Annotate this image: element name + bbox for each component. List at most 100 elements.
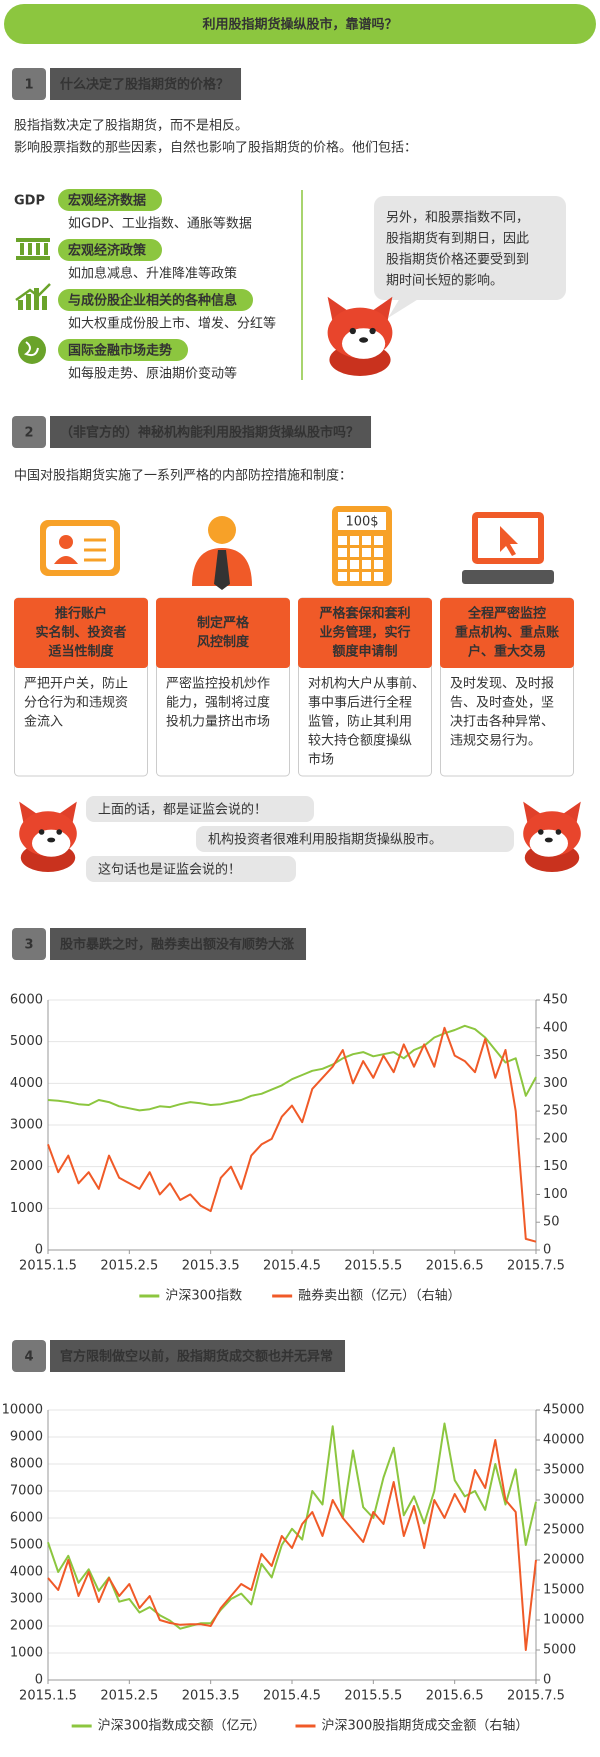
policy-icon (16, 238, 50, 242)
fox-ear (560, 801, 581, 826)
calculator-icon (374, 548, 383, 557)
measure-heading: 推行账户 (55, 606, 107, 622)
legend-label: 沪深300指数 (165, 1288, 242, 1304)
calculator-icon (338, 536, 347, 545)
bubble-text: 股指期货价格还要受到到 (386, 252, 529, 268)
intro-text: 影响股票指数的那些因素，自然也影响了股指期货的价格。他们包括： (14, 140, 417, 156)
header-title: 利用股指期货操纵股市，靠谱吗？ (202, 17, 397, 33)
x-tick-label: 2015.4.5 (263, 1689, 321, 1704)
x-tick-label: 2015.7.5 (507, 1689, 565, 1704)
measure-text: 告、及时查处，坚 (450, 696, 554, 711)
measure-text: 严密监控投机炒作 (166, 676, 270, 692)
info-icon (18, 300, 23, 310)
x-tick-label: 2015.3.5 (182, 1259, 240, 1274)
calculator-icon (362, 560, 371, 569)
factor-desc: 如大权重成份股上市、增发、分红等 (68, 316, 276, 332)
manager-icon (214, 550, 230, 590)
measure-text: 监管，防止其利用 (308, 714, 412, 730)
y2-tick-label: 250 (543, 1104, 568, 1119)
measure-heading: 制定严格 (197, 615, 250, 631)
global-icon (23, 341, 39, 357)
measure-text: 较大持仓额度操纵 (308, 733, 412, 749)
y-tick-label: 0 (35, 1243, 43, 1258)
factor-label-bg (58, 339, 189, 361)
policy-icon (44, 243, 48, 255)
section-title-bar (50, 1340, 346, 1372)
section-title-bar (50, 68, 242, 100)
measure-heading: 风控制度 (197, 634, 250, 650)
measure-heading-box (14, 598, 148, 668)
data-line (47, 1024, 537, 1112)
y-tick-label: 10000 (2, 1403, 43, 1418)
y-tick-label: 4000 (10, 1076, 43, 1091)
fox-ear (327, 296, 351, 324)
y-tick-label: 5000 (10, 1538, 43, 1553)
fox-illustration (523, 801, 581, 872)
section-number-box (12, 416, 46, 448)
fox-nose (47, 837, 56, 843)
dialog-text: 机构投资者很难利用股指期货操纵股市。 (208, 832, 442, 848)
measure-text: 能力，强制将过度 (166, 695, 270, 711)
calculator-icon (338, 572, 347, 581)
fox-eye (538, 829, 544, 835)
section-title: 股市暴跌之时，融券卖出额没有顺势大涨 (60, 937, 294, 953)
legend-label: 沪深300指数成交额（亿元） (98, 1718, 266, 1734)
calculator-icon (374, 536, 383, 545)
calculator-icon (338, 548, 347, 557)
factor-label: 宏观经济政策 (68, 243, 147, 259)
calculator-icon (374, 560, 383, 569)
dialog-bubble (86, 856, 296, 882)
x-tick-label: 2015.2.5 (100, 1259, 158, 1274)
y-tick-label: 4000 (10, 1565, 43, 1580)
dialog-bubble (196, 826, 514, 852)
data-line (47, 1439, 537, 1651)
factor-desc: 如GDP、工业指数、通胀等数据 (68, 216, 252, 232)
calculator-icon (362, 548, 371, 557)
y-tick-label: 7000 (10, 1484, 43, 1499)
x-tick-label: 2015.5.5 (344, 1689, 402, 1704)
info-icon (26, 294, 31, 310)
section-title-bar (50, 928, 307, 960)
measure-text: 市场 (308, 752, 334, 768)
factor-label-bg (58, 239, 163, 261)
measure-heading: 额度申请制 (332, 644, 397, 660)
info-icon (42, 296, 47, 310)
measure-text: 及时发现、及时报 (450, 676, 554, 692)
fox-ear (523, 801, 544, 826)
policy-icon (16, 256, 50, 260)
policy-icon (36, 243, 40, 255)
section-title: 什么决定了股指期货的价格？ (60, 77, 229, 93)
dialog-text: 上面的话，都是证监会说的！ (98, 802, 267, 818)
measure-text: 决打击各种异常、 (450, 714, 554, 730)
fox-eye (349, 327, 356, 335)
measure-heading: 户、重大交易 (468, 644, 546, 660)
badge-icon (54, 556, 78, 564)
x-tick-label: 2015.5.5 (344, 1259, 402, 1274)
y2-tick-label: 30000 (543, 1493, 584, 1508)
section-title-bar (50, 416, 372, 448)
calculator-icon (374, 572, 383, 581)
x-tick-label: 2015.6.5 (426, 1689, 484, 1704)
y-tick-label: 2000 (10, 1619, 43, 1634)
info-icon (34, 288, 39, 310)
bubble-text: 另外，和股票指数不同， (386, 211, 529, 226)
gdp-icon: GDP (14, 194, 45, 209)
y-tick-label: 6000 (10, 1511, 43, 1526)
monitor-icon (500, 526, 518, 556)
measure-text: 严把开户关，防止 (24, 676, 128, 692)
y2-tick-label: 400 (543, 1020, 568, 1035)
section-number: 1 (24, 78, 33, 93)
header-banner (4, 4, 596, 44)
factor-label-bg (58, 189, 163, 211)
fox-eye (369, 327, 376, 335)
badge-icon (59, 535, 73, 549)
measure-heading-box (156, 598, 290, 668)
section-number: 3 (24, 938, 33, 953)
section-number-box (12, 928, 46, 960)
y2-tick-label: 25000 (543, 1523, 584, 1538)
data-line (47, 1026, 537, 1243)
calculator-icon (362, 536, 371, 545)
calculator-icon (350, 572, 359, 581)
measure-heading: 适当性制度 (48, 644, 114, 660)
y-tick-label: 8000 (10, 1457, 43, 1472)
